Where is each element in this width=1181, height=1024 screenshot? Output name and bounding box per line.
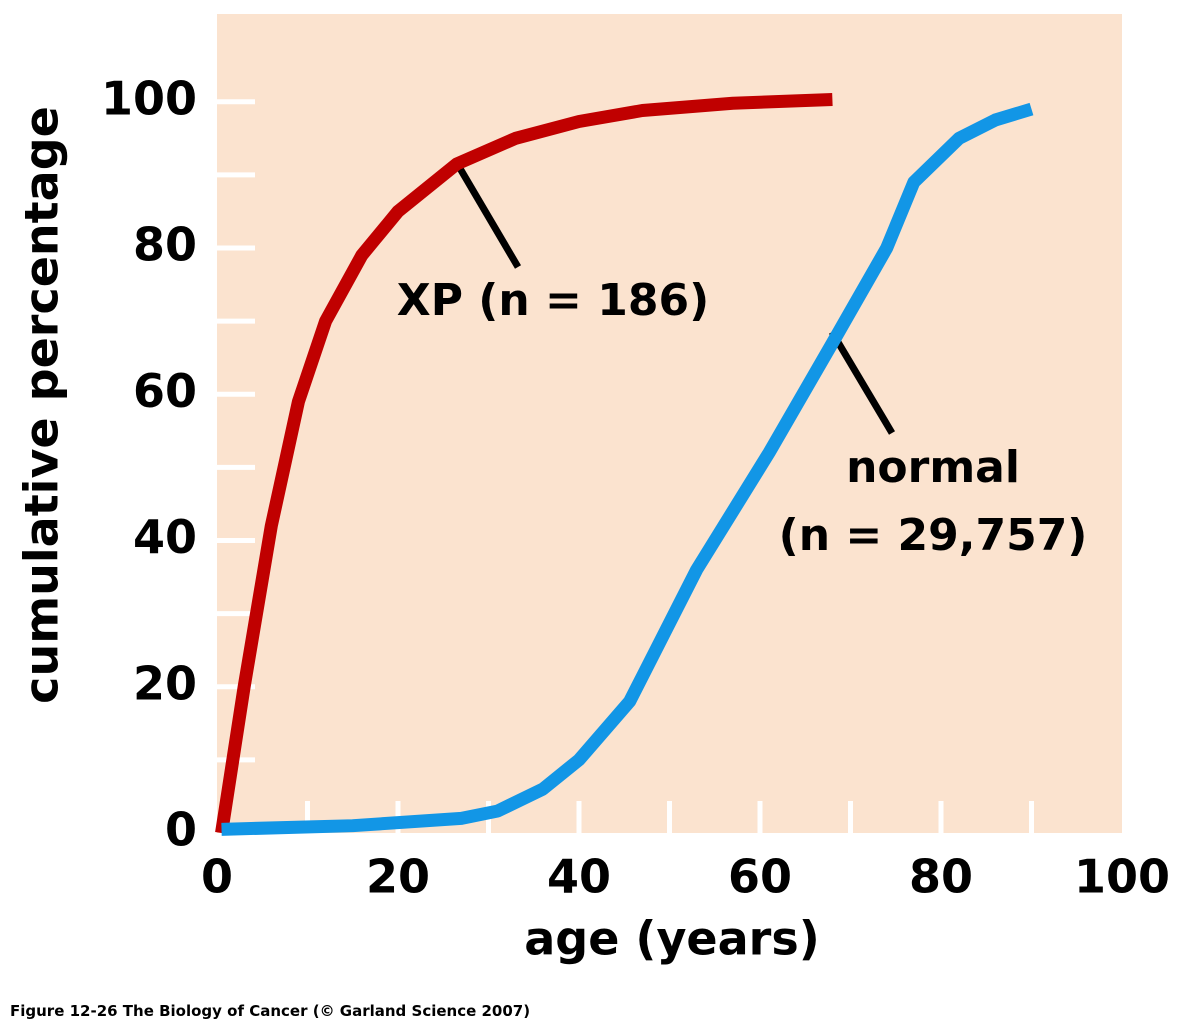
annotation: (n = 29,757) (779, 510, 1088, 561)
x-tick-label: 0 (201, 850, 233, 904)
pointer (454, 163, 522, 269)
y-tick-label: 0 (165, 803, 197, 857)
y-axis-title: cumulative percentage (15, 106, 69, 704)
line (215, 93, 833, 834)
y-tick-label: 80 (133, 218, 197, 272)
plot-background (217, 14, 1122, 833)
x-tick-label: 100 (1074, 850, 1170, 904)
x-tick-label: 20 (366, 850, 430, 904)
series-label: normal (846, 442, 1020, 493)
line (221, 102, 1034, 836)
x-tick-label: 40 (547, 850, 611, 904)
y-tick-label: 100 (101, 71, 197, 125)
y-tick-label: 40 (133, 510, 197, 564)
pointer (828, 330, 896, 435)
y-tick-label: 20 (133, 656, 197, 710)
x-tick-label: 80 (909, 850, 973, 904)
series-label: XP (n = 186) (397, 275, 709, 326)
x-axis-title: age (years) (524, 912, 820, 966)
caption: Figure 12-26 The Biology of Cancer (© Ga… (10, 1002, 530, 1020)
y-tick-label: 60 (133, 364, 197, 418)
x-tick-label: 60 (728, 850, 792, 904)
